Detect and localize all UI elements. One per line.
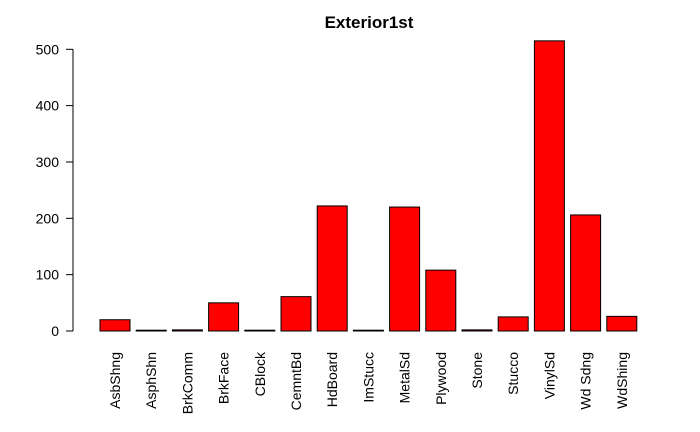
y-tick-label: 0 — [51, 323, 59, 339]
y-tick-label: 500 — [36, 41, 60, 57]
bar-cblock — [244, 329, 276, 332]
bar-hdboard — [316, 205, 348, 332]
bar-stone — [461, 329, 493, 332]
x-tick-label: HdBoard — [324, 352, 340, 407]
x-tick-label: Plywood — [433, 352, 449, 405]
bar-imstucc — [352, 329, 384, 332]
bars — [99, 40, 638, 332]
bar-metalsd — [389, 206, 421, 332]
bar-wd-sdng — [570, 214, 602, 332]
bar-asphshn — [135, 329, 167, 332]
bar-plywood — [425, 269, 457, 332]
y-tick-label: 200 — [36, 210, 60, 226]
bar-asbshng — [99, 319, 131, 332]
x-tick-label: MetalSd — [397, 352, 413, 403]
x-tick-label: BrkFace — [216, 352, 232, 404]
x-tick-label: Stucco — [505, 352, 521, 395]
x-tick-label: CemntBd — [288, 352, 304, 410]
x-tick-label: ImStucc — [360, 352, 376, 403]
bar-brkcomm — [171, 329, 203, 332]
x-tick-label: Wd Sdng — [578, 352, 594, 410]
bar-wdshing — [606, 315, 638, 332]
bar-vinylsd — [533, 40, 565, 332]
x-tick-label: AsbShng — [107, 352, 123, 409]
chart-title: Exterior1st — [325, 13, 414, 32]
x-axis-labels: AsbShng AsphShn BrkComm BrkFace CBlock CemntB… — [107, 351, 630, 414]
y-tick-label: 400 — [36, 98, 60, 114]
y-tick-label: 300 — [36, 154, 60, 170]
bar-brkface — [208, 302, 240, 332]
x-tick-label: BrkComm — [179, 352, 195, 414]
x-tick-label: Stone — [469, 352, 485, 389]
y-tick-label: 100 — [36, 267, 60, 283]
x-tick-label: WdShing — [614, 352, 630, 409]
bar-stucco — [497, 316, 529, 332]
x-tick-label: AsphShn — [143, 352, 159, 409]
y-axis: 0 100 200 300 400 500 — [36, 41, 74, 339]
x-tick-label: CBlock — [252, 351, 268, 396]
x-tick-label: VinylSd — [541, 352, 557, 399]
bar-cemntbd — [280, 296, 312, 332]
